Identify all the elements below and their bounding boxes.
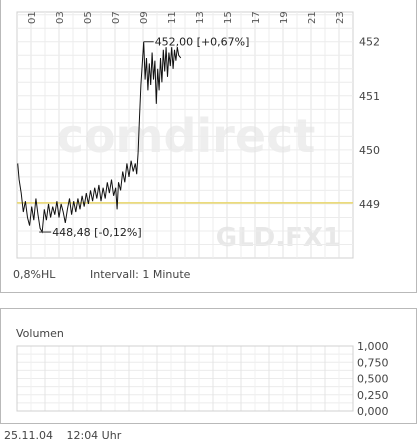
vol-y-tick-label: 0,250 <box>357 389 389 402</box>
volume-title: Volumen <box>16 327 64 340</box>
x-tick-label: 19 <box>279 11 290 24</box>
x-tick-label: 05 <box>83 11 94 24</box>
low-label: 448,48 [-0,12%] <box>52 226 141 239</box>
x-tick-label: 01 <box>27 11 38 24</box>
y-tick-label: 452 <box>359 36 380 49</box>
x-tick-label: 09 <box>139 11 150 24</box>
price-series-group <box>17 41 182 234</box>
price-y-axis: 449 450 451 452 <box>359 36 380 211</box>
vol-y-tick-label: 1,000 <box>357 340 389 353</box>
high-label: 452,00 [+0,67%] <box>155 36 250 49</box>
x-tick-label: 21 <box>307 11 318 24</box>
y-tick-label: 450 <box>359 144 380 157</box>
x-tick-label: 17 <box>251 11 262 24</box>
footer: 25.11.04 12:04 Uhr <box>4 429 131 442</box>
vol-y-tick-label: 0,500 <box>357 373 389 386</box>
price-chart-panel: comdirect GLD.FX1 01 03 05 07 09 11 13 15 17 19 21 2… <box>0 0 417 293</box>
x-tick-label: 03 <box>55 11 66 24</box>
y-tick-label: 451 <box>359 90 380 103</box>
price-annotations: 452,00 [+0,67%] 448,48 [-0,12%] <box>39 36 249 239</box>
footer-time: 12:04 Uhr <box>66 429 122 442</box>
volume-chart: Volumen 0,000 0,250 0,500 0,750 1,000 <box>16 327 389 418</box>
interval-label: Intervall: 1 Minute <box>90 268 191 281</box>
volume-grid <box>16 345 354 412</box>
x-tick-label: 11 <box>167 11 178 24</box>
volume-y-axis: 0,000 0,250 0,500 0,750 1,000 <box>357 340 389 418</box>
x-tick-label: 23 <box>335 11 346 24</box>
x-tick-label: 13 <box>195 11 206 24</box>
price-x-axis: 01 03 05 07 09 11 13 15 17 19 21 23 <box>27 11 346 24</box>
vol-y-tick-label: 0,000 <box>357 405 389 418</box>
watermark-symbol: GLD.FX1 <box>216 223 341 253</box>
footer-date: 25.11.04 <box>4 429 53 442</box>
vol-frame <box>16 345 354 412</box>
vol-y-tick-label: 0,750 <box>357 356 389 369</box>
range-label: 0,8%HL <box>13 268 56 281</box>
volume-chart-panel: Volumen 0,000 0,250 0,500 0,750 1,000 <box>0 308 417 424</box>
price-line <box>17 41 182 234</box>
y-tick-label: 449 <box>359 198 380 211</box>
x-tick-label: 15 <box>223 11 234 24</box>
x-tick-label: 07 <box>111 11 122 24</box>
